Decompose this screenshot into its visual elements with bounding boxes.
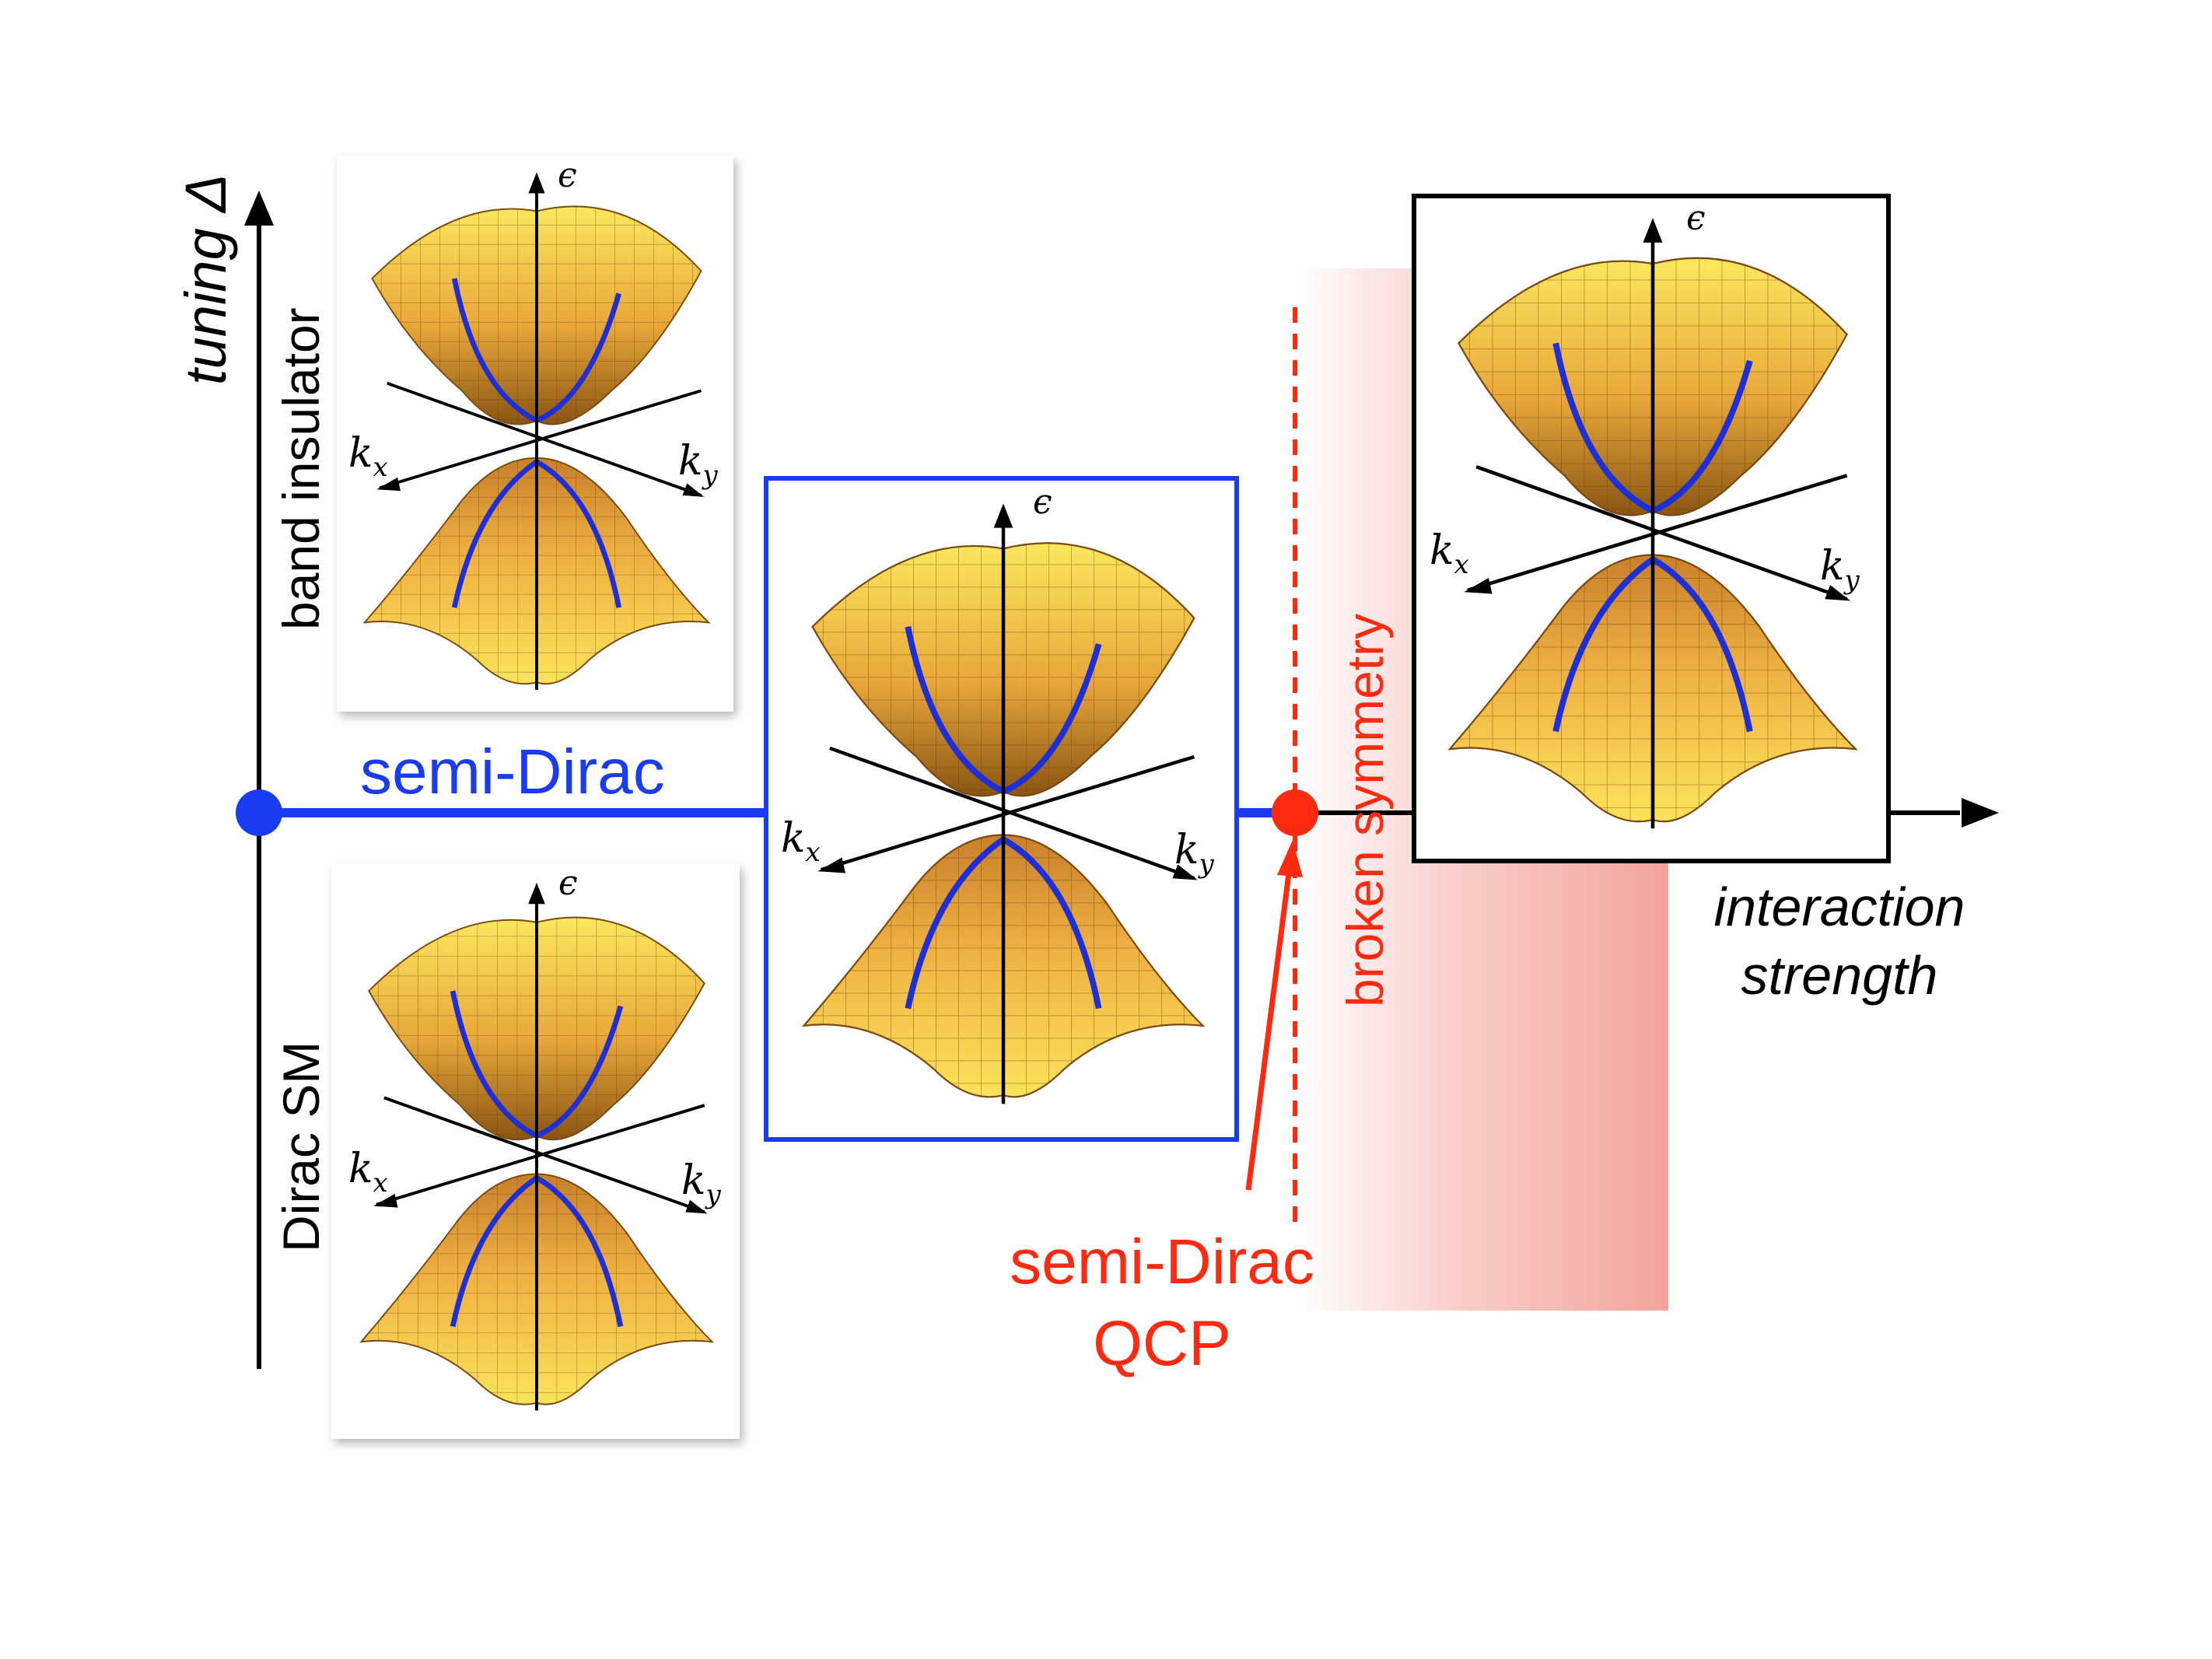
band-insulator-axis-labels: ϵ kx ky bbox=[348, 156, 719, 491]
energy-label: ϵ bbox=[558, 863, 578, 903]
energy-label: ϵ bbox=[1686, 198, 1706, 238]
vertical-axis-arrow-icon bbox=[244, 191, 274, 226]
ky-label: ky bbox=[1820, 543, 1860, 596]
kx-label: kx bbox=[781, 815, 821, 868]
qcp-dot-icon bbox=[1272, 789, 1318, 836]
semi-dirac-axis-labels: ϵ kx ky bbox=[781, 482, 1215, 880]
horizontal-axis-arrow-icon bbox=[1962, 798, 1999, 828]
broken-symmetry-label: broken symmetry bbox=[1336, 614, 1394, 1007]
dirac-sm-axis-labels: ϵ kx ky bbox=[348, 863, 722, 1210]
kx-label: kx bbox=[348, 430, 388, 483]
semi-dirac-label: semi-Dirac bbox=[360, 737, 665, 807]
band-insulator-label: band insulator bbox=[272, 307, 330, 630]
vertical-axis-title: tuning Δ bbox=[173, 173, 238, 385]
dirac-sm-label: Dirac SM bbox=[272, 1041, 330, 1252]
energy-label: ϵ bbox=[1033, 482, 1052, 522]
ky-label: ky bbox=[1174, 827, 1215, 880]
kx-label: kx bbox=[1430, 527, 1469, 580]
qcp-pointer-line bbox=[1245, 866, 1293, 1191]
qcp-pointer-arrow-icon bbox=[1277, 840, 1303, 877]
energy-label: ϵ bbox=[558, 156, 577, 195]
broken-symmetry-axis-labels: ϵ kx ky bbox=[1430, 198, 1860, 596]
ky-label: ky bbox=[678, 438, 719, 491]
horizontal-axis-title-line2: strength bbox=[1741, 945, 1938, 1006]
kx-label: kx bbox=[348, 1146, 388, 1199]
semi-dirac-start-dot-icon bbox=[236, 789, 282, 836]
qcp-label-line1: semi-Dirac bbox=[1010, 1227, 1314, 1297]
horizontal-axis-title-line1: interaction bbox=[1714, 877, 1965, 937]
ky-label: ky bbox=[681, 1157, 722, 1210]
qcp-label-line2: QCP bbox=[1093, 1308, 1231, 1379]
